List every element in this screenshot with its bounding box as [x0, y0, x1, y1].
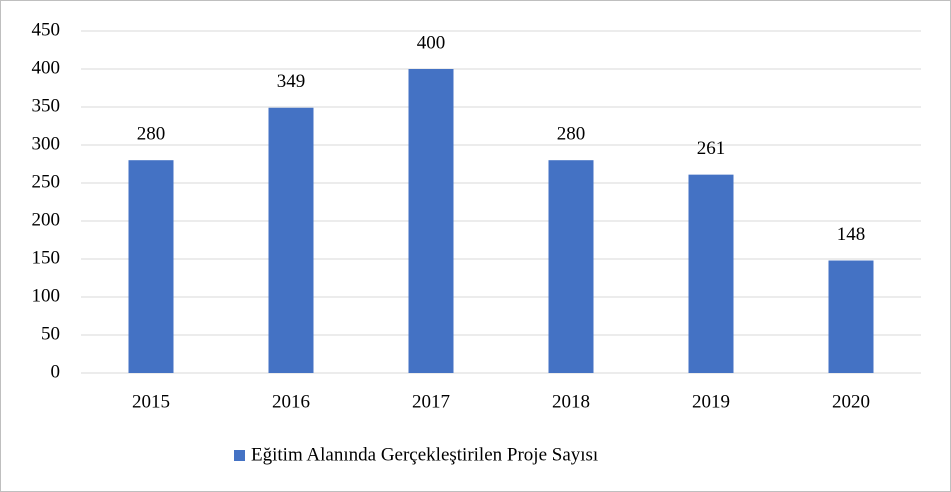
x-tick-label: 2015 — [132, 391, 170, 412]
x-tick-label: 2020 — [832, 391, 870, 412]
y-tick-label: 250 — [32, 171, 61, 192]
data-label: 349 — [277, 71, 306, 92]
y-tick-label: 400 — [32, 57, 61, 78]
y-tick-label: 0 — [51, 361, 61, 382]
x-tick-label: 2016 — [272, 391, 310, 412]
legend-swatch — [234, 450, 245, 461]
data-label: 148 — [837, 224, 866, 245]
y-tick-label: 50 — [41, 323, 60, 344]
bar — [688, 174, 734, 373]
y-tick-label: 100 — [32, 285, 61, 306]
data-label: 400 — [417, 32, 446, 53]
bar — [128, 160, 174, 373]
y-tick-label: 200 — [32, 209, 61, 230]
bar — [268, 107, 314, 373]
y-tick-label: 300 — [32, 133, 61, 154]
data-label: 280 — [557, 124, 586, 145]
legend-label: Eğitim Alanında Gerçekleştirilen Proje S… — [251, 444, 598, 465]
y-tick-label: 150 — [32, 247, 61, 268]
bar — [548, 160, 594, 373]
y-tick-label: 450 — [32, 19, 61, 40]
data-label: 261 — [697, 138, 726, 159]
bar — [408, 69, 454, 373]
x-tick-label: 2019 — [692, 391, 730, 412]
x-tick-label: 2018 — [552, 391, 590, 412]
bar — [828, 260, 874, 373]
x-tick-label: 2017 — [412, 391, 450, 412]
data-label: 280 — [137, 124, 166, 145]
y-tick-label: 350 — [32, 95, 61, 116]
